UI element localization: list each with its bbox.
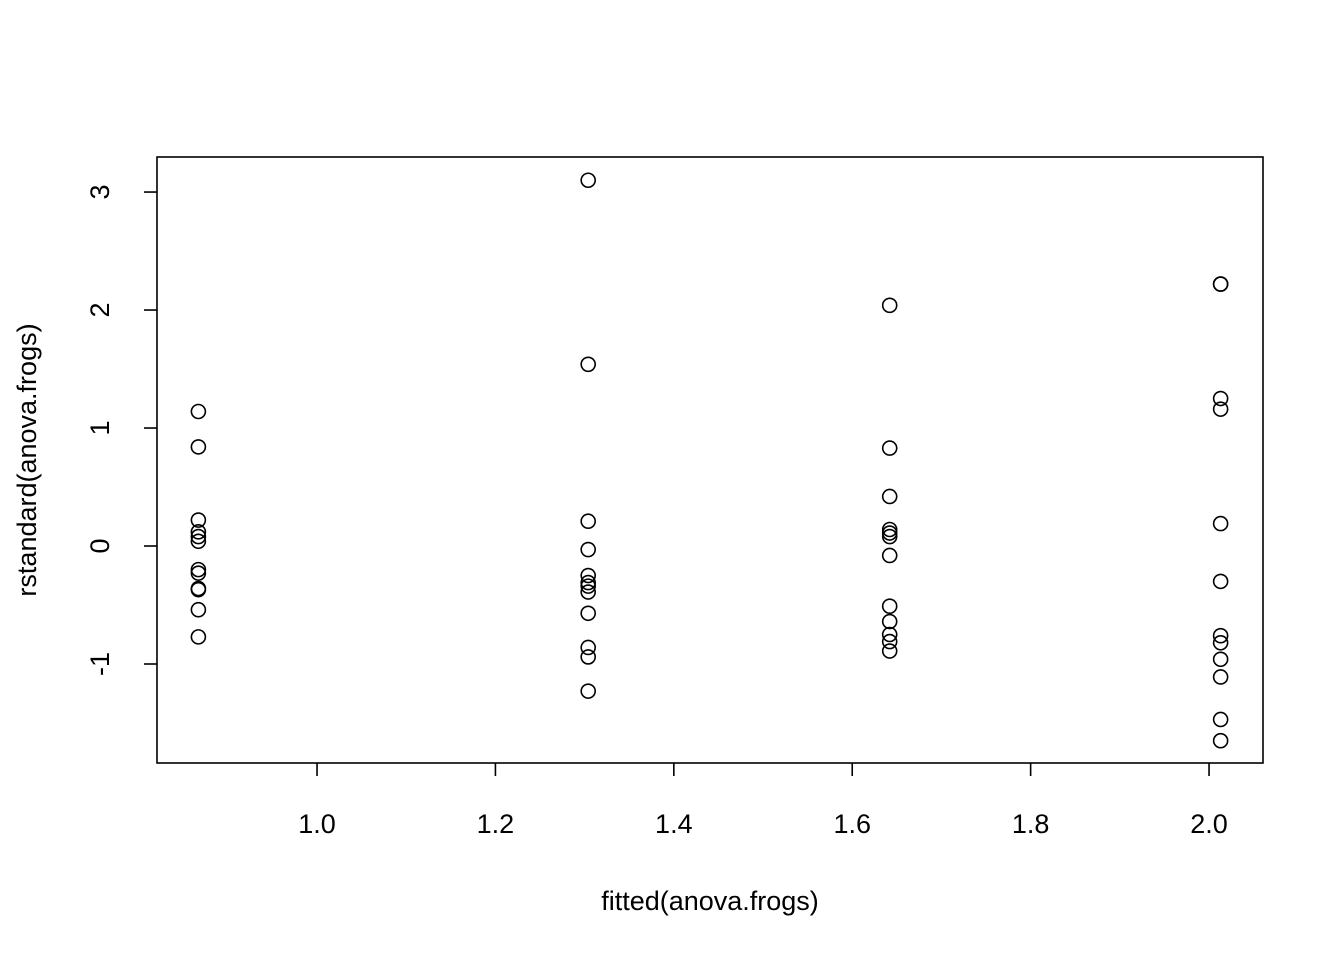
x-tick-label: 1.6 xyxy=(833,809,871,839)
point xyxy=(190,524,207,540)
point xyxy=(1212,390,1229,407)
point xyxy=(881,613,898,630)
x-tick-label: 1.4 xyxy=(655,809,693,839)
point xyxy=(190,565,207,581)
point xyxy=(881,528,898,545)
point xyxy=(190,601,207,618)
point xyxy=(1212,515,1229,532)
point xyxy=(580,567,596,584)
point xyxy=(1212,627,1229,644)
point xyxy=(580,683,596,699)
y-tick-label: 1 xyxy=(85,421,115,436)
x-tick-label: 1.8 xyxy=(1012,809,1050,839)
point xyxy=(881,626,898,643)
point xyxy=(190,528,207,545)
point xyxy=(881,598,898,614)
point xyxy=(1212,401,1229,417)
point xyxy=(190,561,207,578)
y-tick-label: 2 xyxy=(85,303,115,318)
point xyxy=(190,439,207,455)
y-tick-label: 3 xyxy=(85,185,115,200)
point xyxy=(881,643,898,659)
point xyxy=(580,513,596,530)
y-tick-label: -1 xyxy=(85,652,115,676)
point xyxy=(881,633,898,650)
point xyxy=(1212,732,1229,749)
point xyxy=(580,574,596,591)
point xyxy=(580,541,596,558)
point xyxy=(580,639,596,656)
y-axis-label: rstandard(anova.frogs) xyxy=(12,323,42,596)
x-tick-label: 1.2 xyxy=(477,809,515,839)
point xyxy=(881,547,898,564)
point xyxy=(190,580,207,597)
point xyxy=(881,297,898,314)
point xyxy=(881,488,898,505)
point xyxy=(190,533,207,550)
point xyxy=(1212,711,1229,728)
point xyxy=(881,440,898,456)
plot-box xyxy=(156,156,1264,764)
point xyxy=(580,584,596,600)
point xyxy=(190,512,207,528)
point xyxy=(580,356,596,373)
point xyxy=(1212,276,1229,292)
point xyxy=(580,172,596,189)
point xyxy=(190,629,207,645)
point xyxy=(1212,651,1229,668)
point xyxy=(190,403,207,420)
x-tick-label: 1.0 xyxy=(298,809,336,839)
point xyxy=(1212,669,1229,685)
x-axis-label: fitted(anova.frogs) xyxy=(601,886,819,916)
y-tick-label: 0 xyxy=(85,538,115,553)
x-tick-label: 2.0 xyxy=(1190,809,1228,839)
point xyxy=(1212,634,1229,651)
point xyxy=(190,581,207,598)
point xyxy=(580,649,596,665)
point xyxy=(1212,573,1229,590)
point xyxy=(580,578,596,594)
point xyxy=(881,521,898,538)
point xyxy=(580,605,596,622)
point xyxy=(881,525,898,541)
